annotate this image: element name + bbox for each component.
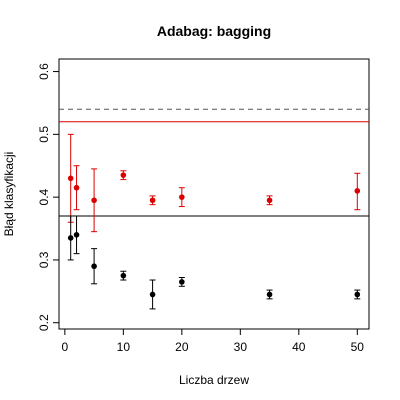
data-point-0-1 — [73, 184, 80, 191]
chart-title: Adabag: bagging — [157, 23, 271, 39]
y-axis-label: Błąd klasyfikacji — [2, 152, 16, 237]
x-tick-label-2: 20 — [175, 340, 189, 354]
data-point-1-0 — [67, 235, 74, 241]
data-point-0-0 — [67, 175, 74, 182]
data-point-1-4 — [149, 291, 156, 298]
data-point-0-4 — [149, 197, 156, 204]
y-tick-label-1: 0.3 — [37, 251, 51, 268]
data-point-1-1 — [73, 232, 80, 238]
data-marks — [67, 133, 361, 310]
x-tick-label-1: 10 — [117, 340, 131, 354]
y-tick-label-3: 0.5 — [37, 126, 51, 143]
data-point-0-3 — [120, 172, 127, 178]
x-axis: 0 10 20 30 40 50 — [62, 329, 365, 354]
x-tick-label-5: 50 — [351, 340, 365, 354]
plot-frame — [58, 58, 370, 330]
data-point-1-7 — [354, 291, 361, 298]
y-tick-label-0: 0.2 — [37, 314, 51, 331]
data-point-0-6 — [266, 197, 273, 204]
reference-lines — [59, 108, 369, 217]
x-axis-label: Liczba drzew — [179, 373, 249, 387]
data-point-0-2 — [91, 197, 97, 204]
x-tick-label-0: 0 — [62, 340, 69, 354]
data-point-1-2 — [91, 263, 97, 270]
y-axis: 0.2 0.3 0.4 0.5 0.6 — [37, 63, 59, 331]
data-point-0-7 — [354, 188, 361, 194]
data-point-1-3 — [120, 272, 127, 279]
data-point-1-5 — [179, 279, 185, 285]
data-point-0-5 — [179, 194, 185, 200]
y-tick-label-4: 0.6 — [37, 63, 51, 80]
x-tick-label-3: 30 — [234, 340, 248, 354]
x-tick-label-4: 40 — [292, 340, 306, 354]
y-tick-label-2: 0.4 — [37, 188, 51, 205]
data-point-1-6 — [266, 291, 273, 298]
